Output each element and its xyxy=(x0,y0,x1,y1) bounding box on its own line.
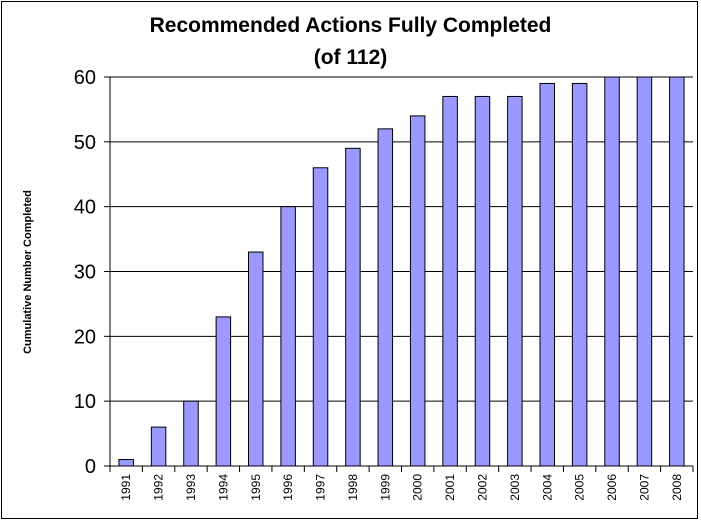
chart-title: Recommended Actions Fully Completed xyxy=(149,14,552,37)
y-tick-label: 10 xyxy=(74,391,96,413)
y-tick-labels: 0 10 20 30 40 50 60 xyxy=(74,67,96,478)
x-tick-label: 2007 xyxy=(637,474,651,501)
gridlines xyxy=(110,76,693,402)
x-tick-label: 2002 xyxy=(475,474,489,501)
bar-1998 xyxy=(345,147,361,467)
x-tick-label: 2003 xyxy=(508,474,522,501)
x-tick-label: 1998 xyxy=(346,474,360,501)
bar-2008 xyxy=(669,76,685,467)
y-tick-label: 40 xyxy=(74,197,96,219)
bar-2007 xyxy=(636,76,653,467)
y-tick-label: 50 xyxy=(74,132,96,154)
bar-2004 xyxy=(539,82,555,467)
bar-1993 xyxy=(183,400,199,467)
x-tick-label: 1997 xyxy=(314,474,328,501)
x-tick-label: 2004 xyxy=(540,474,554,501)
bar-1995 xyxy=(248,251,264,467)
bar-2000 xyxy=(409,115,426,467)
bars xyxy=(118,76,685,467)
y-tick-label: 60 xyxy=(74,67,96,89)
x-tick-label: 1991 xyxy=(119,474,133,501)
y-tick-label: 30 xyxy=(74,262,96,284)
x-tick-label: 1994 xyxy=(216,474,230,501)
x-tick-label: 2000 xyxy=(411,474,425,501)
bar-1991 xyxy=(118,459,134,467)
x-tick-label: 2006 xyxy=(605,474,619,501)
bar-2005 xyxy=(571,82,588,467)
bar-2002 xyxy=(474,95,491,467)
y-tick-label: 0 xyxy=(85,456,96,478)
x-tick-label: 1992 xyxy=(152,474,166,501)
bar-1994 xyxy=(215,316,232,467)
y-tick-label: 20 xyxy=(74,326,96,348)
x-tick-label: 1993 xyxy=(184,474,198,501)
chart-subtitle: (of 112) xyxy=(313,46,388,69)
bar-1992 xyxy=(150,426,167,467)
axes xyxy=(104,76,694,472)
x-tick-label: 2005 xyxy=(573,474,587,501)
bar-1996 xyxy=(280,206,296,467)
bar-2001 xyxy=(442,95,458,467)
bar-1997 xyxy=(312,167,329,467)
x-tick-label: 2008 xyxy=(670,474,684,501)
x-tick-label: 1995 xyxy=(249,474,263,501)
x-tick-labels: 1991 1992 1993 1994 1995 1996 1997 1998 1999 2000… xyxy=(119,474,684,501)
x-tick-label: 1996 xyxy=(281,474,295,501)
x-tick-label: 2001 xyxy=(443,474,457,501)
bar-2003 xyxy=(507,95,523,467)
x-tick-label: 1999 xyxy=(378,474,392,501)
bar-2006 xyxy=(604,76,620,467)
bar-1999 xyxy=(377,128,394,467)
